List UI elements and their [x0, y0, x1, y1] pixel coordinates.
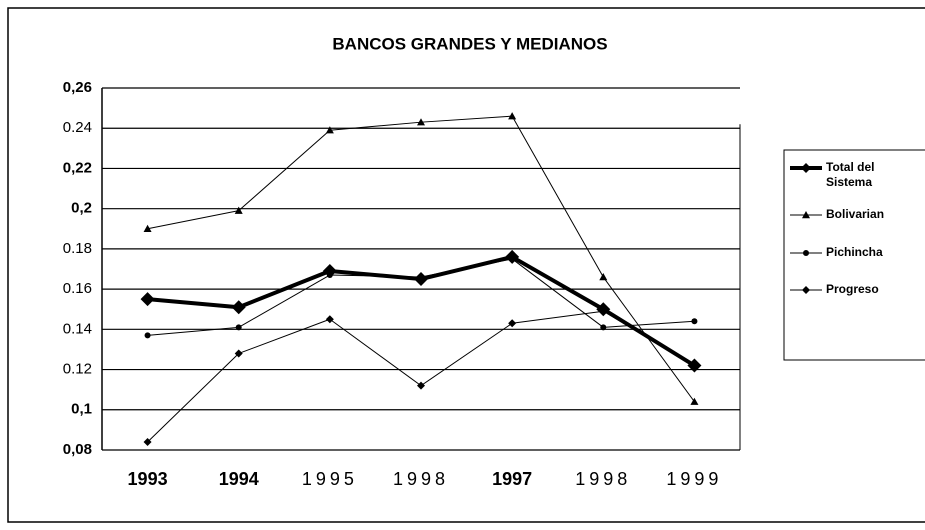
y-tick-label: 0,1	[71, 401, 92, 418]
point	[143, 437, 152, 446]
point	[803, 250, 809, 256]
point	[509, 255, 516, 262]
x-tick-label: 1993	[128, 469, 168, 489]
point	[235, 324, 242, 331]
legend-label: Total del Sistema	[826, 160, 874, 189]
x-tick-label: 1994	[219, 469, 259, 489]
point	[802, 286, 810, 294]
y-tick-label: 0,26	[63, 79, 92, 96]
y-tick-label: 0,2	[71, 200, 92, 217]
point	[508, 112, 517, 120]
x-tick-label: 1995	[302, 469, 358, 489]
point	[600, 324, 607, 331]
y-tick-label: 0.18	[63, 240, 92, 257]
point	[325, 315, 334, 324]
legend-label: Bolivarian	[826, 207, 884, 221]
y-tick-label: 0.14	[63, 320, 92, 337]
point	[691, 318, 698, 325]
point	[802, 211, 810, 219]
point	[417, 118, 425, 126]
y-tick-label: 0,22	[63, 159, 92, 176]
y-tick-label: 0.12	[63, 361, 92, 378]
point	[231, 300, 246, 315]
series-line	[147, 258, 695, 336]
series-line	[147, 115, 695, 403]
point	[322, 264, 337, 279]
y-tick-label: 0.16	[63, 280, 92, 297]
legend-label: Pichincha	[826, 245, 883, 259]
point	[690, 361, 699, 370]
point	[326, 272, 333, 279]
point	[144, 332, 151, 339]
point	[325, 126, 334, 134]
chart-title: BANCOS GRANDES Y MEDIANOS	[332, 34, 607, 53]
y-tick-label: 0,08	[63, 441, 92, 458]
y-tick-label: 0.24	[63, 119, 92, 136]
point	[140, 292, 155, 307]
x-tick-label: 1998	[575, 469, 631, 489]
point	[801, 163, 811, 173]
point	[417, 381, 425, 390]
point	[508, 319, 517, 328]
series-line	[147, 310, 695, 443]
point	[234, 206, 243, 214]
point	[690, 397, 699, 405]
point	[599, 273, 608, 281]
chart-border	[7, 7, 925, 523]
point	[143, 224, 152, 232]
x-tick-label: 1998	[393, 469, 449, 489]
x-tick-label: 1997	[492, 469, 532, 489]
point	[418, 274, 424, 281]
x-tick-label: 1999	[666, 469, 722, 489]
legend-label: Progreso	[826, 282, 879, 296]
point	[234, 349, 243, 358]
point	[599, 307, 608, 316]
